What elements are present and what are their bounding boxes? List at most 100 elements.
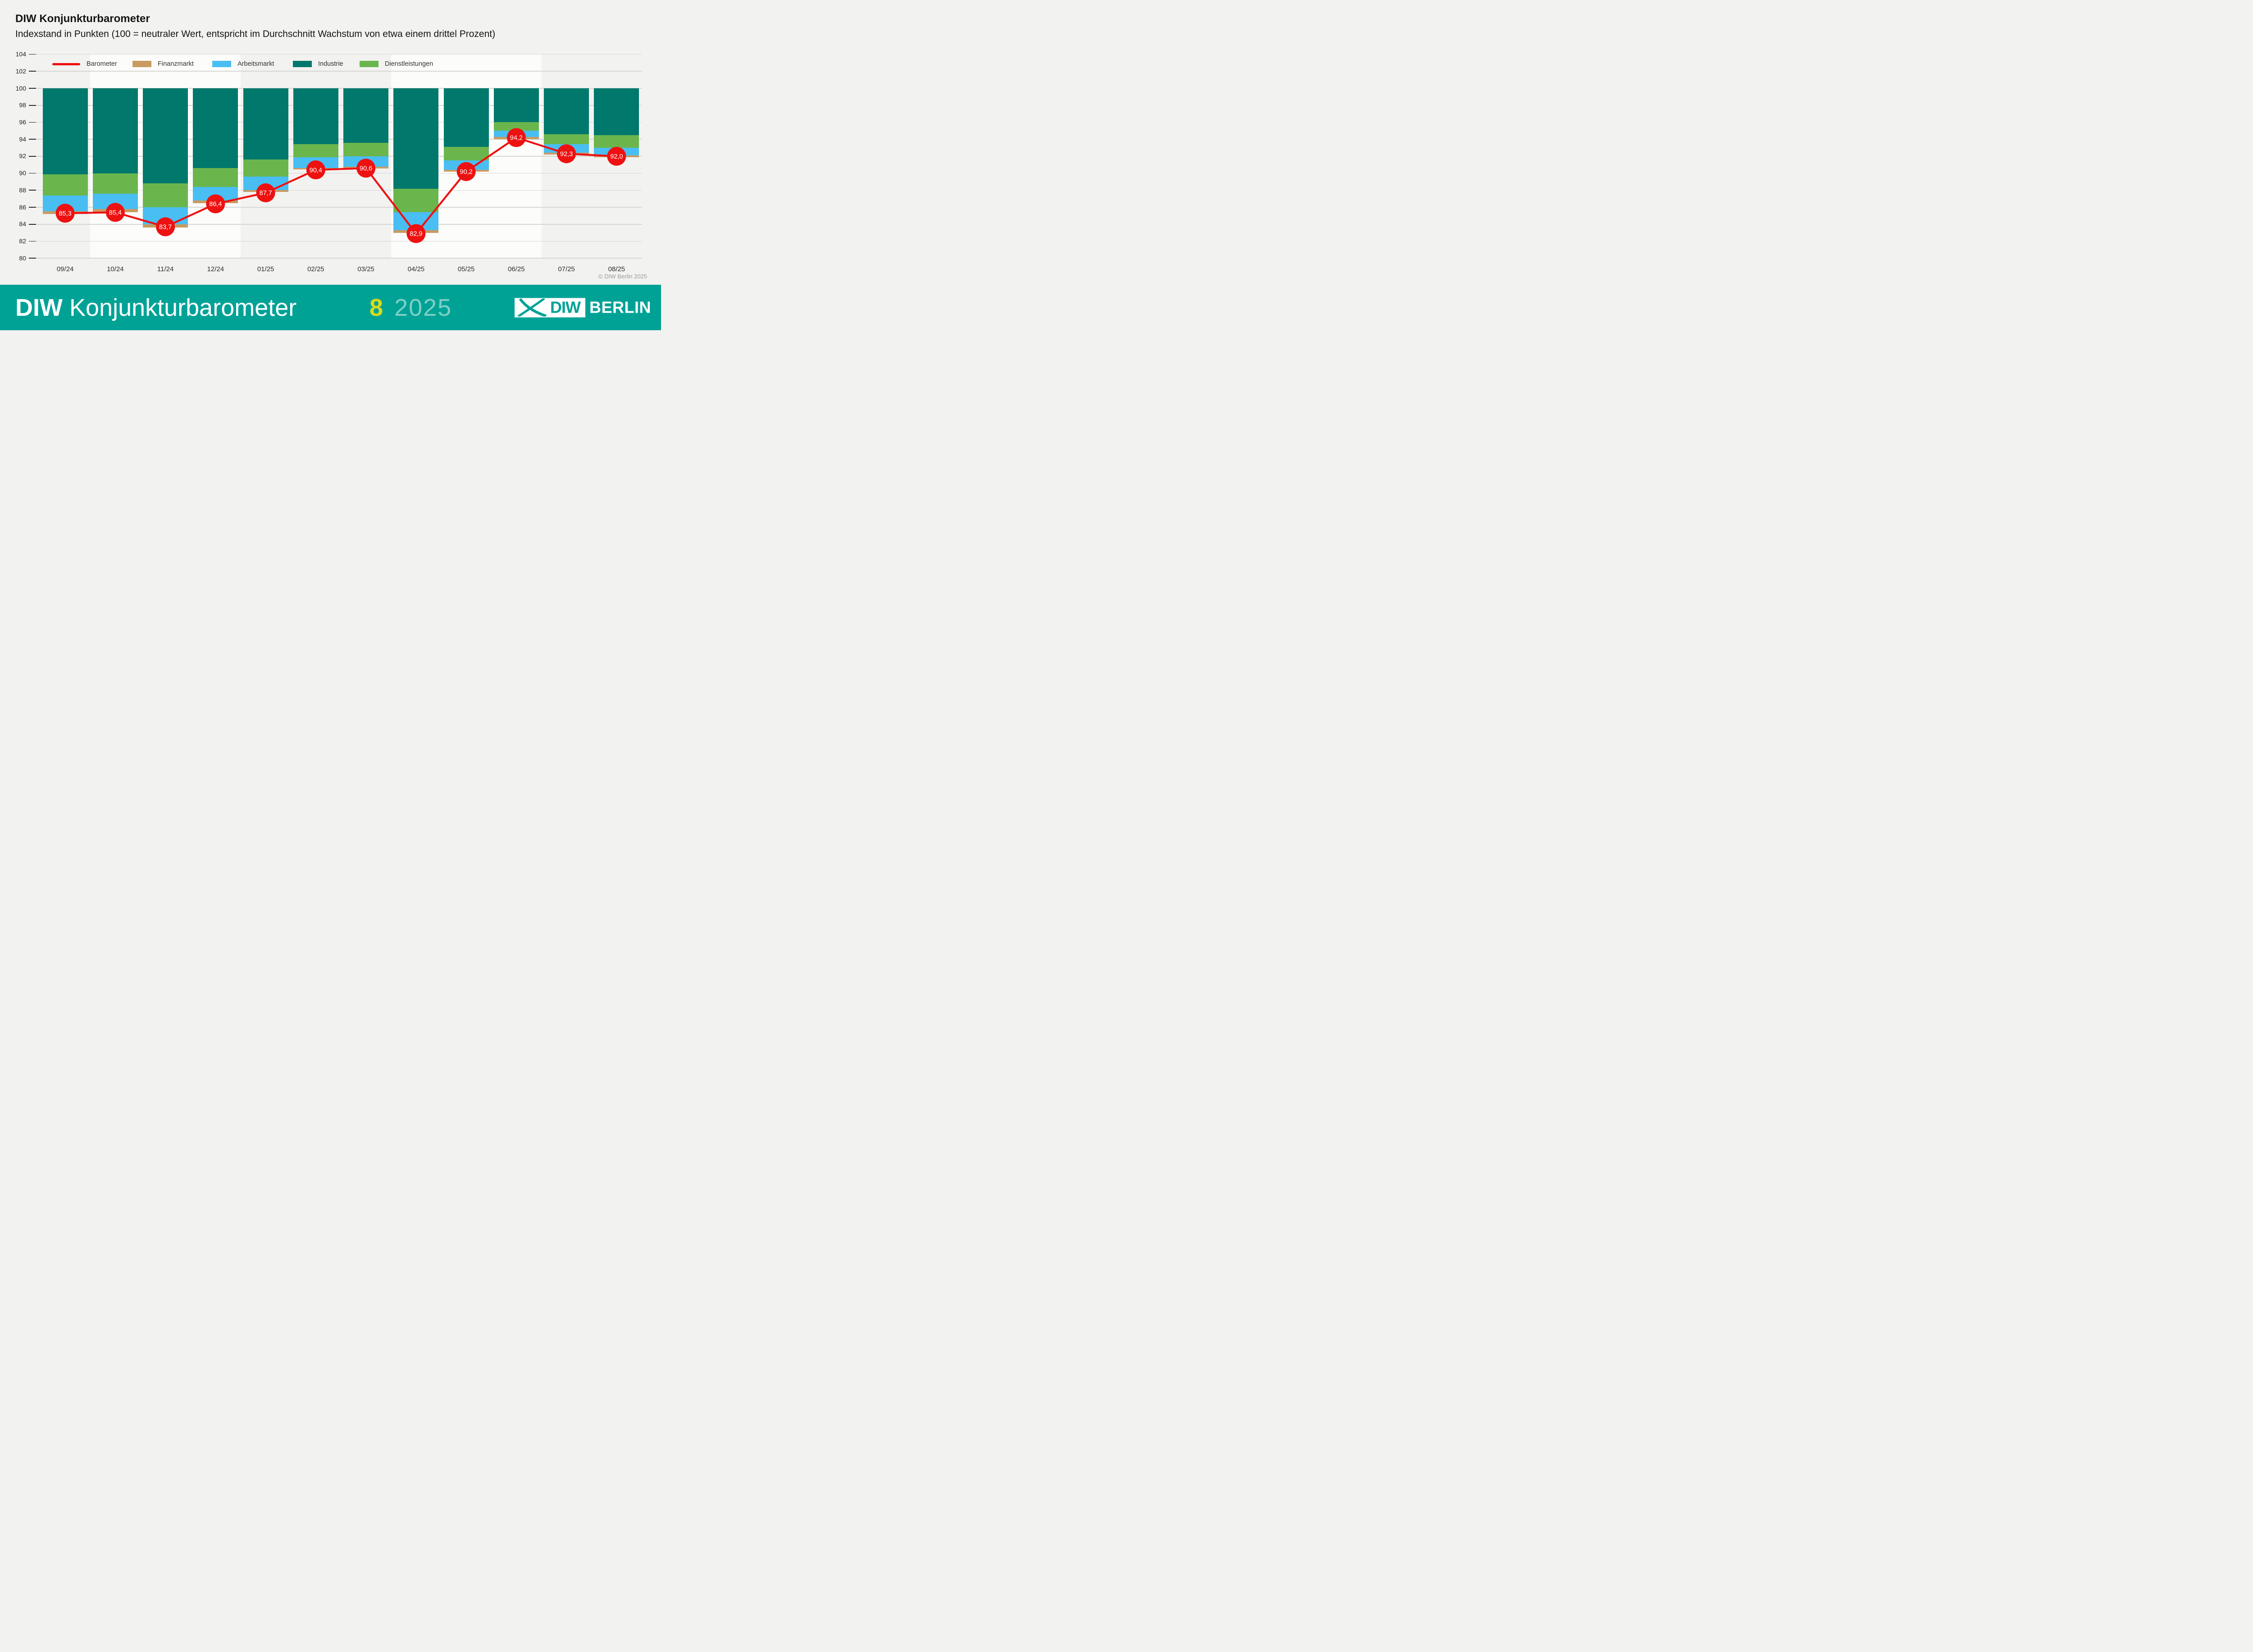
x-tick-label: 03/25 <box>357 265 374 273</box>
bar-segment-finanzmarkt <box>42 211 88 214</box>
y-tick <box>29 54 36 55</box>
bar-segment-finanzmarkt <box>92 209 138 213</box>
bar-segment-arbeitsmarkt <box>493 131 539 137</box>
x-tick-label: 10/24 <box>107 265 124 273</box>
chart-title: DIW Konjunkturbarometer <box>15 13 150 25</box>
bar-segment-dienstleistungen <box>393 188 439 213</box>
dienstleistungen-swatch <box>360 61 379 67</box>
bar-segment-industrie <box>393 88 439 189</box>
bar-segment-arbeitsmarkt <box>544 144 589 153</box>
bar-segment-arbeitsmarkt <box>393 212 439 230</box>
legend-item-barometer: Barometer <box>52 60 117 68</box>
bar-segment-arbeitsmarkt <box>193 187 238 200</box>
footer-title-diw: DIW <box>15 294 63 321</box>
bar-segment-industrie <box>594 88 639 135</box>
bar-segment-arbeitsmarkt <box>243 177 288 191</box>
footer-issue-number: 8 <box>369 294 383 321</box>
bar-segment-dienstleistungen <box>493 122 539 131</box>
bar-segment-dienstleistungen <box>343 142 389 156</box>
bar-segment-arbeitsmarkt <box>293 157 338 168</box>
legend-item-dienstleistungen: Dienstleistungen <box>360 60 433 68</box>
bar-segment-finanzmarkt <box>143 224 188 228</box>
y-tick-label: 80 <box>19 254 26 262</box>
legend-item-arbeitsmarkt: Arbeitsmarkt <box>212 60 274 68</box>
x-tick-label: 05/25 <box>457 265 475 273</box>
y-tick-label: 86 <box>19 203 26 211</box>
bar-segment-dienstleistungen <box>143 183 188 208</box>
bar-segment-finanzmarkt <box>443 170 489 172</box>
gridline <box>36 88 642 89</box>
logo-berlin-text: BERLIN <box>589 298 651 317</box>
footer-title: DIW Konjunkturbarometer <box>15 294 296 322</box>
bar-segment-arbeitsmarkt <box>143 207 188 224</box>
footer-banner: DIW Konjunkturbarometer 8 2025 DIW BERLI… <box>0 285 661 330</box>
bar-segment-dienstleistungen <box>193 168 238 187</box>
bar-segment-industrie <box>293 88 338 145</box>
copyright-note: © DIW Berlin 2025 <box>598 273 647 280</box>
y-tick-label: 94 <box>19 135 26 143</box>
diw-logo-box: DIW <box>515 298 585 317</box>
y-tick-label: 96 <box>19 118 26 126</box>
bar-segment-dienstleistungen <box>544 134 589 145</box>
y-tick-label: 104 <box>15 50 26 58</box>
x-tick-label: 11/24 <box>157 265 174 273</box>
x-tick-label: 07/25 <box>558 265 575 273</box>
y-tick <box>29 71 36 72</box>
bar-segment-finanzmarkt <box>544 153 589 155</box>
y-tick-label: 102 <box>15 67 26 75</box>
legend-label-finanzmarkt: Finanzmarkt <box>158 60 194 68</box>
chart-subtitle: Indexstand in Punkten (100 = neutraler W… <box>15 29 496 39</box>
y-tick <box>29 155 36 157</box>
bar-segment-industrie <box>92 88 138 173</box>
y-tick-label: 90 <box>19 169 26 177</box>
arbeitsmarkt-swatch <box>212 61 231 67</box>
bar-segment-finanzmarkt <box>293 168 338 170</box>
y-tick <box>29 241 36 242</box>
diw-berlin-logo: DIW BERLIN <box>515 298 651 317</box>
gridline <box>36 241 642 242</box>
infographic-page: DIW Konjunkturbarometer Indexstand in Pu… <box>0 0 661 330</box>
bar-segment-dienstleistungen <box>42 174 88 196</box>
gridline <box>36 122 642 123</box>
y-tick-label: 100 <box>15 84 26 92</box>
legend: Barometer Finanzmarkt Arbeitsmarkt Indus… <box>0 60 661 68</box>
y-tick-label: 82 <box>19 237 26 245</box>
x-tick-label: 01/25 <box>257 265 274 273</box>
y-tick-label: 84 <box>19 220 26 228</box>
bar-segment-finanzmarkt <box>594 155 639 157</box>
bar-segment-arbeitsmarkt <box>594 148 639 155</box>
bar-segment-dienstleistungen <box>594 135 639 148</box>
x-tick-label: 02/25 <box>307 265 324 273</box>
y-tick <box>29 223 36 225</box>
gridline <box>36 105 642 106</box>
finanzmarkt-swatch <box>132 61 151 67</box>
y-tick-label: 88 <box>19 186 26 194</box>
legend-item-finanzmarkt: Finanzmarkt <box>132 60 194 68</box>
barometer-line-swatch <box>52 63 80 65</box>
x-tick-label: 09/24 <box>56 265 74 273</box>
x-tick-label: 08/25 <box>608 265 625 273</box>
y-tick <box>29 190 36 191</box>
bar-segment-industrie <box>243 88 288 160</box>
footer-title-rest: Konjunkturbarometer <box>69 294 297 321</box>
bar-segment-finanzmarkt <box>193 200 238 203</box>
bar-segment-finanzmarkt <box>393 230 439 233</box>
logo-diw-text: DIW <box>550 298 581 317</box>
bar-segment-arbeitsmarkt <box>42 195 88 211</box>
bar-segment-dienstleistungen <box>443 147 489 161</box>
gridline <box>36 223 642 225</box>
legend-label-barometer: Barometer <box>87 60 117 68</box>
diw-x-icon <box>517 298 547 317</box>
y-tick <box>29 258 36 259</box>
gridline <box>36 71 642 72</box>
footer-issue-year: 2025 <box>394 294 452 321</box>
y-tick <box>29 173 36 174</box>
y-tick-label: 92 <box>19 152 26 160</box>
bar-segment-industrie <box>42 88 88 175</box>
footer-issue: 8 2025 <box>369 294 452 322</box>
bar-segment-industrie <box>143 88 188 184</box>
legend-label-dienstleistungen: Dienstleistungen <box>385 60 433 68</box>
bar-segment-industrie <box>493 88 539 123</box>
bar-segment-industrie <box>193 88 238 168</box>
bar-segment-arbeitsmarkt <box>343 156 389 167</box>
